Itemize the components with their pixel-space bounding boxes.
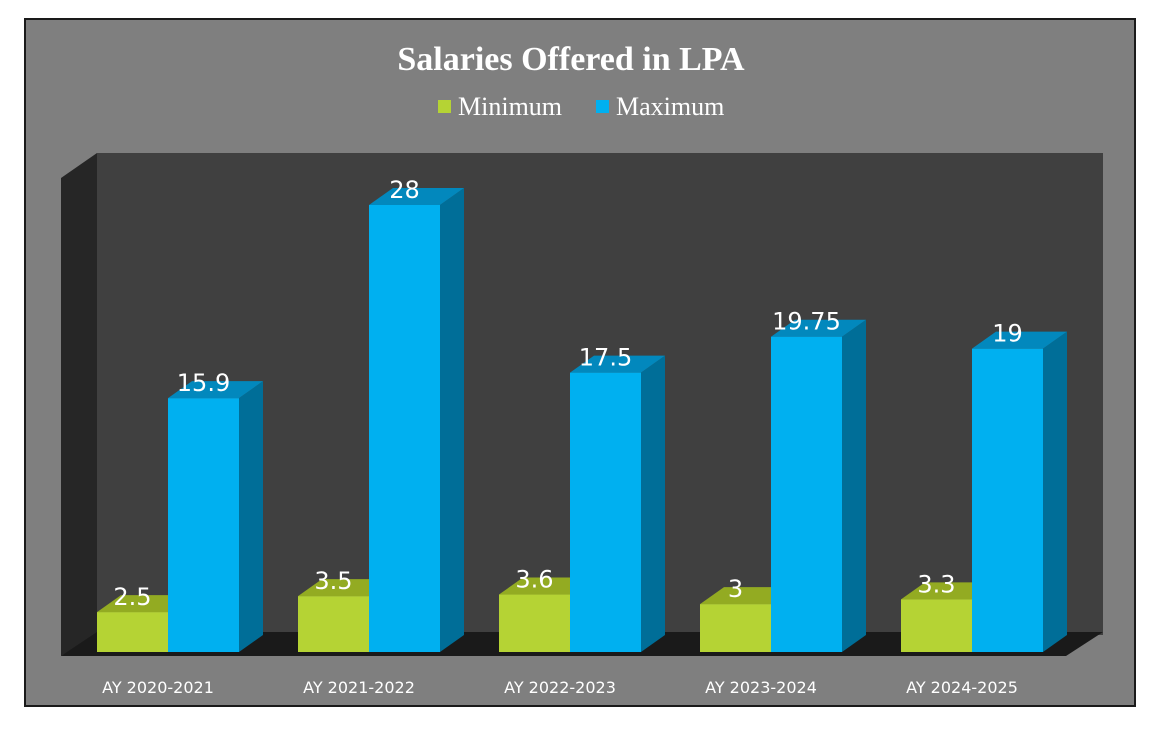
data-label-maximum-3: 17.5 — [579, 344, 632, 372]
legend-label-maximum: Maximum — [616, 92, 724, 121]
data-label-minimum-2: 3.5 — [314, 567, 352, 595]
chart-legend: Minimum Maximum — [438, 92, 724, 121]
x-tick-labels: AY 2020-2021 AY 2021-2022 AY 2022-2023 AY 2… — [102, 678, 1018, 697]
data-label-maximum-5: 19 — [992, 320, 1023, 348]
bar-maximum-2 — [369, 188, 464, 652]
x-tick-label-4: AY 2023-2024 — [705, 678, 817, 697]
chart-canvas: Salaries Offered in LPA Minimum Maximum 2… — [61, 41, 1103, 697]
x-tick-label-2: AY 2021-2022 — [303, 678, 415, 697]
chart-frame: Salaries Offered in LPA Minimum Maximum 2… — [24, 18, 1136, 707]
x-tick-label-5: AY 2024-2025 — [906, 678, 1018, 697]
bar-maximum-1 — [168, 381, 263, 652]
data-label-maximum-2: 28 — [389, 176, 420, 204]
data-label-minimum-4: 3 — [728, 575, 743, 603]
data-label-maximum-1: 15.9 — [177, 369, 230, 397]
bar-maximum-4 — [771, 319, 866, 652]
legend-swatch-minimum — [438, 100, 451, 113]
x-tick-label-3: AY 2022-2023 — [504, 678, 616, 697]
legend-label-minimum: Minimum — [458, 92, 562, 121]
bar-maximum-3 — [570, 355, 665, 652]
side-wall — [61, 153, 97, 656]
data-label-minimum-3: 3.6 — [515, 566, 553, 594]
x-tick-label-1: AY 2020-2021 — [102, 678, 214, 697]
chart-title: Salaries Offered in LPA — [397, 41, 745, 78]
data-labels-group: 2.5 15.9 3.5 28 3.6 17.5 3 19.75 3.3 19 — [113, 176, 1022, 611]
legend-swatch-maximum — [596, 100, 609, 113]
bars-group — [97, 188, 1067, 652]
data-label-minimum-1: 2.5 — [113, 583, 151, 611]
data-label-maximum-4: 19.75 — [772, 308, 841, 336]
bar-maximum-5 — [972, 331, 1067, 652]
data-label-minimum-5: 3.3 — [917, 570, 955, 598]
